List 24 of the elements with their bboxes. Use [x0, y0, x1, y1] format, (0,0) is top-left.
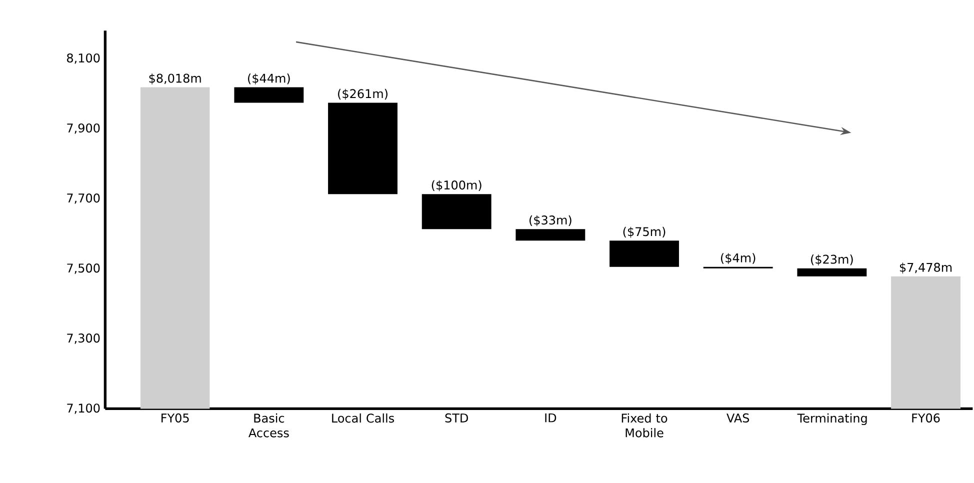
y-tick-label: 7,300 [67, 333, 100, 344]
x-tick-label: FY05 [162, 413, 189, 422]
y-tick-label: 8,100 [66, 53, 100, 64]
y-tick-label: 7,500 [67, 263, 100, 274]
data-label: ($33m) [530, 215, 572, 226]
x-tick-label: VAS [726, 413, 750, 422]
x-tick-label: STD [445, 413, 468, 422]
x-tick-label: ID [545, 413, 556, 422]
data-label: ($23m) [811, 254, 853, 266]
y-tick-label: 7,900 [67, 123, 100, 134]
data-label: ($44m) [248, 73, 290, 84]
data-label: ($75m) [623, 226, 666, 238]
x-tick-label: Terminating [797, 413, 867, 425]
data-label: ($100m) [432, 180, 482, 192]
y-tick-label: 7,100 [67, 403, 100, 414]
data-label: ($4m) [720, 252, 756, 264]
y-tick-label: 7,700 [67, 193, 100, 204]
data-label: $8,018m [149, 73, 201, 84]
x-tick-label: Fixed to Mobile [622, 413, 668, 438]
x-tick-label: Basic Access [248, 413, 289, 438]
x-tick-label: Local Calls [332, 413, 394, 423]
data-label: ($261m) [338, 88, 388, 100]
x-tick-label: FY06 [912, 413, 940, 422]
data-label: $7,478m [900, 262, 952, 274]
